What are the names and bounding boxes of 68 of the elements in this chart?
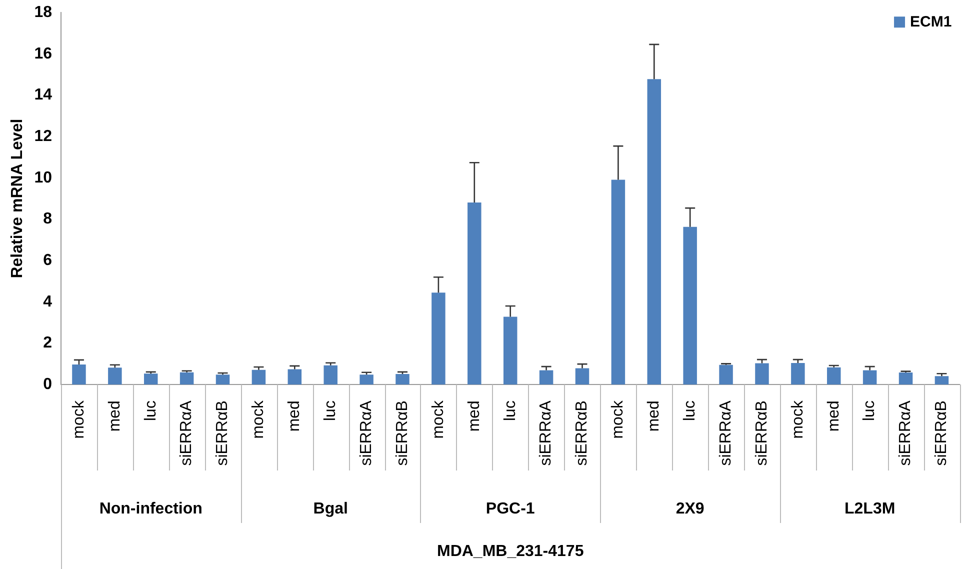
x-tick-label: siERRαA — [897, 400, 914, 466]
x-tick-label: siERRαB — [574, 400, 591, 466]
bar — [862, 370, 877, 385]
bar — [827, 367, 841, 385]
bar — [396, 374, 410, 385]
bar — [755, 363, 769, 385]
bar — [432, 292, 446, 385]
y-tick-label: 2 — [43, 334, 52, 352]
legend-label: ECM1 — [910, 14, 952, 31]
x-tick-label: mock — [70, 400, 88, 439]
x-tick-label: siERRαA — [178, 400, 196, 466]
bar — [647, 79, 662, 385]
x-tick-label: siERRαB — [394, 400, 411, 466]
bar — [468, 202, 482, 385]
bar — [252, 370, 266, 385]
y-tick-label: 0 — [43, 376, 52, 393]
x-tick-label: luc — [502, 400, 519, 421]
x-tick-label: mock — [789, 400, 806, 439]
bar — [683, 226, 697, 385]
text: Bgal — [313, 500, 348, 518]
bar — [719, 364, 733, 385]
y-tick-label: 12 — [34, 128, 52, 145]
x-tick-label: mock — [250, 400, 268, 439]
x-tick-label: luc — [322, 400, 340, 421]
x-axis-title: MDA_MB_231-4175 — [436, 542, 584, 560]
bar — [791, 363, 805, 385]
bar — [72, 364, 86, 385]
bar — [934, 376, 949, 385]
y-tick-label: 10 — [34, 169, 52, 186]
x-tick-label: siERRαA — [717, 400, 734, 466]
x-tick-label: med — [466, 400, 483, 432]
y-tick-label: 6 — [43, 252, 52, 269]
x-tick-label: med — [106, 400, 124, 432]
x-tick-label: siERRαB — [933, 400, 950, 466]
x-tick-label: luc — [861, 400, 878, 421]
x-tick-label: luc — [142, 400, 160, 421]
bar — [288, 369, 302, 385]
x-tick-label: med — [286, 400, 304, 432]
y-tick-label: 16 — [34, 45, 52, 62]
text: L2L3M — [844, 500, 896, 518]
y-tick-label: 8 — [43, 210, 52, 228]
bar — [360, 374, 374, 385]
bar — [108, 368, 122, 385]
text: PGC-1 — [486, 500, 535, 518]
text: 2X9 — [676, 500, 704, 518]
x-tick-label: med — [825, 400, 842, 432]
bar — [503, 316, 518, 385]
x-tick-label: mock — [430, 400, 447, 439]
x-tick-label: siERRαA — [358, 400, 375, 466]
y-axis-title: Relative mRNA Level — [9, 118, 26, 278]
bar — [539, 370, 554, 385]
y-tick-label: 18 — [34, 4, 52, 22]
bar — [575, 368, 590, 385]
bar — [324, 365, 338, 385]
bar — [898, 372, 913, 385]
text: Non-infection — [99, 500, 202, 518]
bar — [216, 374, 230, 385]
bar — [144, 374, 158, 385]
y-tick-label: 4 — [43, 293, 52, 310]
x-tick-label: siERRαB — [753, 400, 770, 466]
x-tick-label: mock — [610, 400, 627, 439]
bar — [611, 180, 626, 385]
x-tick-label: siERRαA — [538, 400, 555, 466]
x-tick-label: siERRαB — [214, 400, 232, 466]
x-tick-label: med — [646, 400, 663, 432]
bar — [180, 372, 194, 385]
y-tick-label: 14 — [34, 86, 52, 104]
x-tick-label: luc — [681, 400, 698, 421]
